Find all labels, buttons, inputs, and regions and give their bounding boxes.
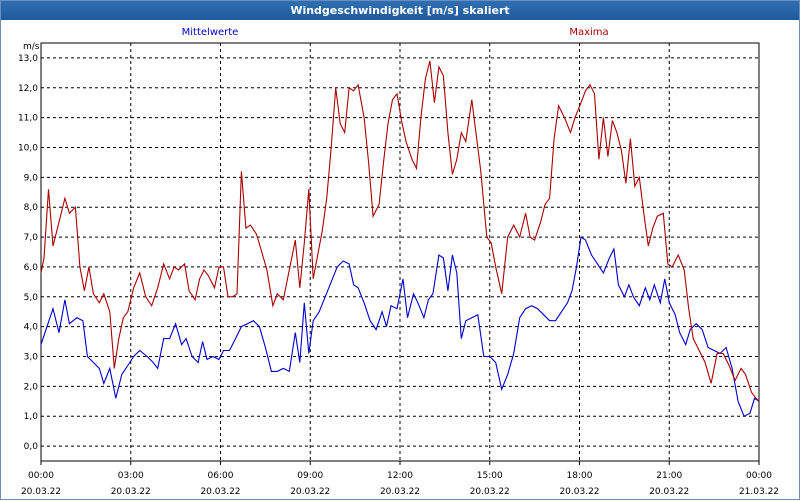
y-tick-label: 8,0 (24, 203, 39, 213)
y-axis-unit-label: m/s (23, 42, 40, 52)
x-tick-date-label: 21.03.22 (739, 487, 779, 497)
y-tick-label: 9,0 (24, 173, 39, 183)
x-tick-time-label: 18:00 (567, 471, 593, 481)
x-tick-time-label: 00:00 (746, 471, 772, 481)
y-tick-label: 3,0 (24, 353, 39, 363)
y-tick-label: 2,0 (24, 382, 39, 392)
y-tick-label: 13,0 (18, 54, 38, 64)
x-tick-date-label: 20.03.22 (470, 487, 510, 497)
x-tick-time-label: 21:00 (656, 471, 682, 481)
y-tick-label: 10,0 (18, 144, 38, 154)
series-line-maxima (40, 60, 760, 402)
y-tick-label: 1,0 (24, 412, 39, 422)
x-tick-time-label: 06:00 (208, 471, 234, 481)
x-tick-date-label: 20.03.22 (200, 487, 240, 497)
y-tick-label: 7,0 (24, 233, 39, 243)
legend-label-maxima: Maxima (569, 27, 608, 38)
x-tick-date-label: 20.03.22 (559, 487, 599, 497)
legend-label-mittelwerte: Mittelwerte (182, 27, 239, 38)
x-tick-date-label: 20.03.22 (649, 487, 689, 497)
x-tick-date-label: 20.03.22 (380, 487, 420, 497)
y-tick-label: 6,0 (24, 263, 39, 273)
y-tick-label: 11,0 (18, 114, 38, 124)
x-tick-time-label: 00:00 (28, 471, 54, 481)
x-tick-time-label: 09:00 (297, 471, 323, 481)
x-tick-date-label: 20.03.22 (21, 487, 61, 497)
y-tick-label: 5,0 (24, 293, 39, 303)
series-line-mittelwerte (40, 236, 760, 417)
x-tick-time-label: 03:00 (118, 471, 144, 481)
chart-title: Windgeschwindigkeit [m/s] skaliert (1, 1, 799, 20)
x-tick-date-label: 20.03.22 (290, 487, 330, 497)
y-tick-label: 0,0 (24, 442, 39, 452)
x-tick-time-label: 15:00 (477, 471, 503, 481)
x-tick-time-label: 12:00 (387, 471, 413, 481)
y-tick-label: 4,0 (24, 323, 39, 333)
y-tick-label: 12,0 (18, 84, 38, 94)
x-tick-date-label: 20.03.22 (111, 487, 151, 497)
